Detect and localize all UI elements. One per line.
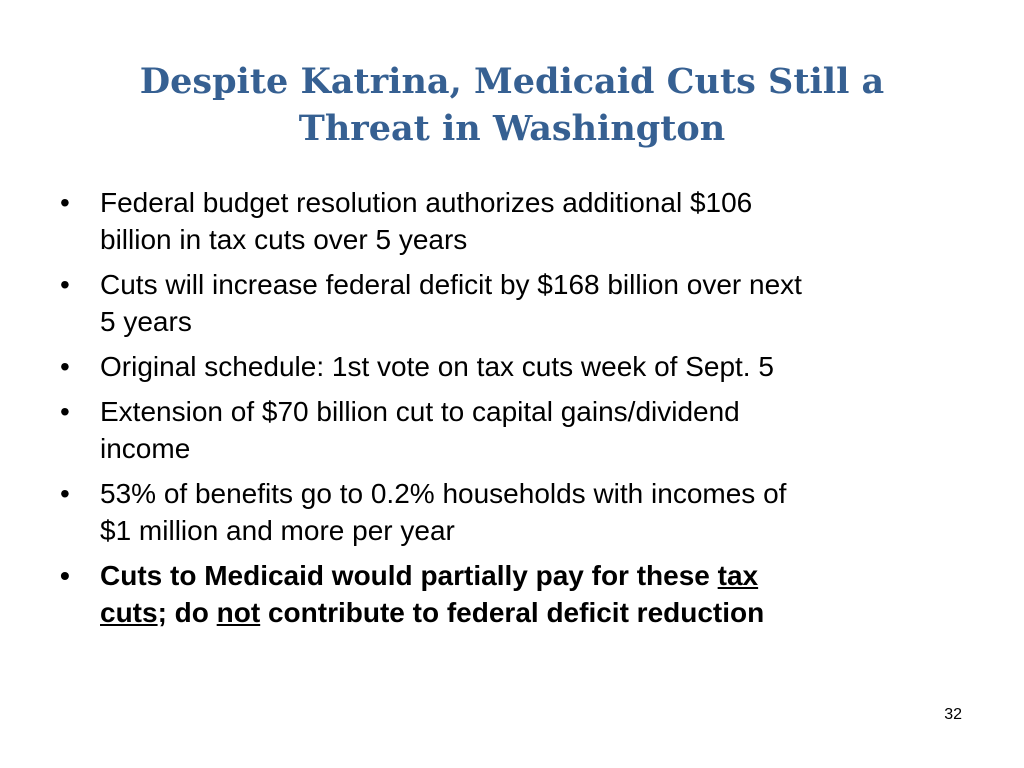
bullet-item: Original schedule: 1st vote on tax cuts …	[60, 348, 970, 385]
underlined-text: not	[216, 597, 261, 628]
bullet-text-line: Cuts will increase federal deficit by $1…	[100, 269, 802, 300]
bullet-text-run: Cuts to Medicaid would partially pay for…	[100, 560, 718, 591]
bullet-text-run: ; do	[157, 597, 217, 628]
bullet-text-line: Federal budget resolution authorizes add…	[100, 187, 753, 218]
slide-title: Despite Katrina, Medicaid Cuts Still a T…	[60, 58, 964, 152]
bullet-text-line: Cuts to Medicaid would partially pay for…	[100, 557, 970, 594]
bullet-text-line: income	[100, 433, 191, 464]
slide-title-line: Despite Katrina, Medicaid Cuts Still a	[139, 61, 885, 102]
bullet-item: Cuts will increase federal deficit by $1…	[60, 266, 970, 340]
bullet-text-line: Original schedule: 1st vote on tax cuts …	[100, 351, 774, 382]
bullet-text-line: $1 million and more per year	[100, 515, 455, 546]
slide-title-line: Threat in Washington	[298, 108, 726, 149]
bullet-text-line: 5 years	[100, 306, 192, 337]
bullet-text-line: billion in tax cuts over 5 years	[100, 224, 468, 255]
bullet-text-line: 53% of benefits go to 0.2% households wi…	[100, 478, 787, 509]
bullet-text-line: Extension of $70 billion cut to capital …	[100, 396, 740, 427]
bullet-list: Federal budget resolution authorizes add…	[60, 184, 970, 639]
page-number: 32	[944, 706, 962, 723]
bullet-item: Federal budget resolution authorizes add…	[60, 184, 970, 258]
bullet-text-line: cuts; do not contribute to federal defic…	[100, 594, 970, 631]
bullet-item: Extension of $70 billion cut to capital …	[60, 393, 970, 467]
bullet-item-emphasis: Cuts to Medicaid would partially pay for…	[60, 557, 970, 631]
bullet-item: 53% of benefits go to 0.2% households wi…	[60, 475, 970, 549]
underlined-text: cuts	[100, 597, 158, 628]
underlined-text: tax	[717, 560, 759, 591]
bullet-text-run: contribute to federal deficit reduction	[260, 597, 765, 628]
